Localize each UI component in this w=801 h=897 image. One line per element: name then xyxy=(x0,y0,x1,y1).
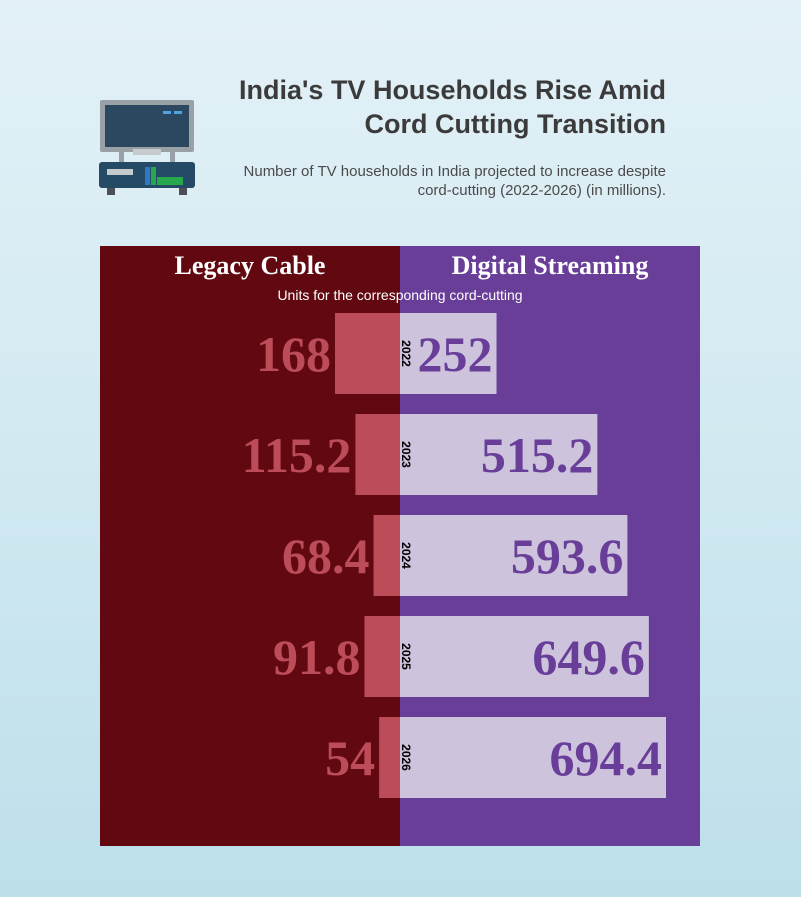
year-label-2022: 2022 xyxy=(399,340,413,367)
chart-subtitle: Number of TV households in India project… xyxy=(200,162,666,200)
digital-streaming-label-2023: 515.2 xyxy=(481,427,594,483)
legacy-cable-label-2026: 54 xyxy=(325,730,375,786)
digital-streaming-bar-2022 xyxy=(400,313,497,394)
legacy-cable-label-2024: 68.4 xyxy=(282,528,370,584)
legacy-cable-bar-2022 xyxy=(335,313,400,394)
digital-streaming-bar-2025 xyxy=(400,616,649,697)
year-label-2024: 2024 xyxy=(399,542,413,569)
digital-streaming-bar-2024 xyxy=(400,515,628,596)
legacy-cable-label-2025: 91.8 xyxy=(273,629,361,685)
legacy-cable-label-2023: 115.2 xyxy=(242,427,352,483)
legacy-cable-header: Legacy Cable xyxy=(174,251,326,280)
digital-streaming-label-2026: 694.4 xyxy=(550,730,663,786)
legacy-cable-label-2022: 168 xyxy=(256,326,331,382)
subtitle-line-1: Number of TV households in India project… xyxy=(243,163,666,180)
digital-streaming-header: Digital Streaming xyxy=(451,251,649,280)
year-label-2025: 2025 xyxy=(399,643,413,670)
digital-streaming-bar-2023 xyxy=(400,414,598,495)
year-label-2026: 2026 xyxy=(399,744,413,771)
subtitle-line-2: cord-cutting (2022-2026) (in millions). xyxy=(417,182,666,199)
television-on-stand-icon xyxy=(99,100,195,195)
title-line-2: Cord Cutting Transition xyxy=(364,109,666,139)
digital-streaming-bar-2026 xyxy=(400,717,666,798)
year-label-2023: 2023 xyxy=(399,441,413,468)
digital-streaming-label-2024: 593.6 xyxy=(511,528,624,584)
chart-title: India's TV Households Rise Amid Cord Cut… xyxy=(200,73,666,141)
legacy-cable-bar-2024 xyxy=(373,515,400,596)
legacy-cable-bar-2023 xyxy=(355,414,400,495)
digital-streaming-label-2025: 649.6 xyxy=(532,629,645,685)
legacy-cable-bar-2026 xyxy=(379,717,400,798)
title-line-1: India's TV Households Rise Amid xyxy=(239,75,666,105)
units-annotation: Units for the corresponding cord-cutting xyxy=(277,287,523,303)
digital-streaming-label-2022: 252 xyxy=(418,326,493,382)
legacy-cable-bar-2025 xyxy=(364,616,400,697)
